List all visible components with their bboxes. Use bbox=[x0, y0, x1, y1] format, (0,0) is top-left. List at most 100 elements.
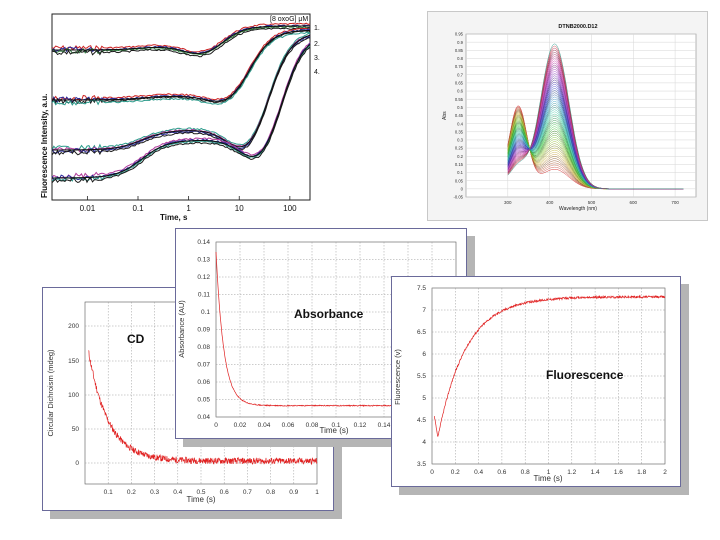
fluorescence-chart: 0 0.2 0.4 0.6 0.8 1 1.2 1.4 1.6 1.8 2 3.5 4 4.5 5 5.5 6 6… bbox=[391, 276, 681, 487]
absorbance-x-tick-label: 0.06 bbox=[282, 422, 295, 429]
fluorescence-x-tick-label: 1.2 bbox=[567, 469, 576, 476]
fluorescence-x-tick-label: 0.6 bbox=[497, 469, 506, 476]
spectra-svg: -0.05 0 0.05 0.1 0.15 0.2 0.25 0.3 0.35 0.4 0.45 0.… bbox=[442, 24, 697, 212]
absorbance-xlabel: Time (s) bbox=[319, 426, 348, 435]
absorbance-x-tick-label: 0.1 bbox=[331, 422, 340, 429]
absorbance-y-tick-label: 0.06 bbox=[197, 379, 210, 386]
absorbance-x-tick-label: 0.12 bbox=[354, 422, 367, 429]
spectra-y-tick-label: 0.5 bbox=[457, 105, 463, 110]
kinetics-x-tick-label: 10 bbox=[235, 204, 244, 213]
kinetics-legend-label: 4. bbox=[314, 69, 320, 76]
kinetics-x-tick-label: 0.01 bbox=[80, 204, 96, 213]
kinetics-legend-label: 1. bbox=[314, 25, 320, 32]
kinetics-chart: 0.01 0.1 1 10 100 Fluorescence Intensity, a.… bbox=[38, 8, 320, 230]
spectra-y-tick-label: 0.1 bbox=[457, 170, 463, 175]
kinetics-trace bbox=[51, 31, 311, 106]
kinetics-trace bbox=[51, 37, 311, 156]
fluorescence-title: Fluorescence bbox=[546, 368, 624, 382]
fluorescence-xlabel: Time (s) bbox=[533, 474, 562, 483]
cd-x-tick-label: 0.7 bbox=[243, 489, 252, 496]
fluorescence-svg: 0 0.2 0.4 0.6 0.8 1 1.2 1.4 1.6 1.8 2 3.5 4 4.5 5 5.5 6 6… bbox=[393, 285, 667, 483]
fluorescence-x-tick-label: 0.2 bbox=[451, 469, 460, 476]
absorbance-x-tick-label: 0.04 bbox=[258, 422, 271, 429]
fluorescence-x-tick-label: 1.6 bbox=[614, 469, 623, 476]
spectra-y-tick-label: 0.8 bbox=[457, 56, 463, 61]
kinetics-trace bbox=[51, 42, 311, 179]
kinetics-trace bbox=[51, 27, 311, 58]
spectra-y-tick-label: 0 bbox=[461, 186, 464, 191]
fluorescence-y-tick-label: 7.5 bbox=[417, 285, 426, 292]
cd-x-tick-label: 0.4 bbox=[173, 489, 182, 496]
fluorescence-y-tick-label: 5.5 bbox=[417, 373, 426, 380]
absorbance-y-tick-label: 0.07 bbox=[197, 362, 210, 369]
absorbance-y-tick-label: 0.05 bbox=[197, 397, 210, 404]
kinetics-fit-line bbox=[52, 25, 310, 55]
absorbance-y-tick-label: 0.1 bbox=[201, 309, 210, 316]
fluorescence-x-tick-label: 2 bbox=[663, 469, 667, 476]
cd-y-tick-label: 50 bbox=[72, 426, 80, 433]
kinetics-legend-label: 3. bbox=[314, 55, 320, 62]
absorbance-y-tick-label: 0.13 bbox=[197, 257, 210, 264]
kinetics-ylabel: Fluorescence Intensity, a.u. bbox=[40, 94, 49, 198]
spectra-y-tick-label: 0.4 bbox=[457, 121, 463, 126]
cd-x-tick-label: 0.2 bbox=[127, 489, 136, 496]
kinetics-legend-header: [8 oxoG] μM bbox=[270, 16, 308, 23]
spectra-y-tick-label: 0.3 bbox=[457, 138, 463, 143]
fluorescence-y-tick-label: 4.5 bbox=[417, 417, 426, 424]
kinetics-trace bbox=[51, 27, 311, 102]
fluorescence-ylabel: Fluorescence (v) bbox=[393, 349, 402, 405]
kinetics-x-tick-label: 0.1 bbox=[132, 204, 144, 213]
cd-y-tick-label: 200 bbox=[68, 323, 79, 330]
absorbance-x-tick-label: 0.14 bbox=[378, 422, 391, 429]
absorbance-y-tick-label: 0.09 bbox=[197, 327, 210, 334]
fluorescence-y-tick-label: 6.5 bbox=[417, 329, 426, 336]
absorbance-y-tick-label: 0.11 bbox=[198, 292, 211, 299]
kinetics-x-tick-label: 1 bbox=[186, 204, 191, 213]
kinetics-trace bbox=[51, 42, 311, 181]
spectra-xlabel: Wavelength (nm) bbox=[559, 206, 597, 212]
spectra-x-tick-label: 400 bbox=[546, 200, 554, 205]
spectra-y-tick-label: 0.15 bbox=[455, 162, 464, 167]
kinetics-trace bbox=[51, 45, 311, 182]
spectra-y-tick-label: 0.05 bbox=[455, 178, 464, 183]
fluorescence-x-tick-label: 0.8 bbox=[521, 469, 530, 476]
cd-x-tick-label: 0.9 bbox=[289, 489, 298, 496]
fluorescence-y-tick-label: 5 bbox=[422, 395, 426, 402]
spectra-y-tick-label: 0.45 bbox=[455, 113, 464, 118]
fluorescence-x-tick-label: 1.8 bbox=[637, 469, 646, 476]
cd-x-tick-label: 0.5 bbox=[196, 489, 205, 496]
fluorescence-y-tick-label: 6 bbox=[422, 351, 426, 358]
kinetics-trace bbox=[51, 46, 311, 184]
cd-y-tick-label: 150 bbox=[68, 358, 79, 365]
absorbance-x-tick-label: 0 bbox=[214, 422, 218, 429]
kinetics-svg: 0.01 0.1 1 10 100 Fluorescence Intensity, a.… bbox=[40, 13, 320, 222]
spectra-y-tick-label: 0.65 bbox=[455, 81, 464, 86]
kinetics-trace bbox=[51, 22, 311, 53]
spectra-x-tick-label: 600 bbox=[630, 200, 638, 205]
kinetics-fit-line bbox=[52, 34, 311, 151]
cd-x-tick-label: 0.6 bbox=[220, 489, 229, 496]
absorbance-ylabel: Absorbance (AU) bbox=[177, 300, 186, 358]
kinetics-xlabel: Time, s bbox=[160, 213, 188, 222]
cd-title: CD bbox=[127, 332, 145, 346]
spectra-y-tick-label: 0.35 bbox=[455, 129, 464, 134]
spectra-chart: -0.05 0 0.05 0.1 0.15 0.2 0.25 0.3 0.35 0.4 0.45 0.… bbox=[427, 11, 708, 221]
cd-x-tick-label: 0.3 bbox=[150, 489, 159, 496]
cd-xlabel: Time (s) bbox=[186, 495, 215, 504]
fluorescence-y-tick-label: 3.5 bbox=[417, 461, 426, 468]
absorbance-y-tick-label: 0.04 bbox=[197, 414, 210, 421]
absorbance-x-tick-label: 0.02 bbox=[234, 422, 247, 429]
spectra-y-tick-label: 0.55 bbox=[455, 97, 464, 102]
kinetics-legend-label: 2. bbox=[314, 41, 320, 48]
spectra-y-tick-label: 0.95 bbox=[455, 32, 464, 37]
fluorescence-y-tick-label: 4 bbox=[422, 439, 426, 446]
spectra-y-tick-label: 0.25 bbox=[455, 146, 464, 151]
absorbance-y-tick-label: 0.08 bbox=[197, 344, 210, 351]
spectra-x-tick-label: 700 bbox=[671, 200, 679, 205]
spectra-x-tick-label: 500 bbox=[588, 200, 596, 205]
absorbance-y-tick-label: 0.14 bbox=[197, 239, 210, 246]
cd-ylabel: Circular Dichroism (mdeg) bbox=[46, 349, 55, 437]
kinetics-plot-frame bbox=[51, 13, 311, 201]
kinetics-fit-line bbox=[52, 29, 311, 102]
kinetics-x-tick-label: 100 bbox=[283, 204, 297, 213]
